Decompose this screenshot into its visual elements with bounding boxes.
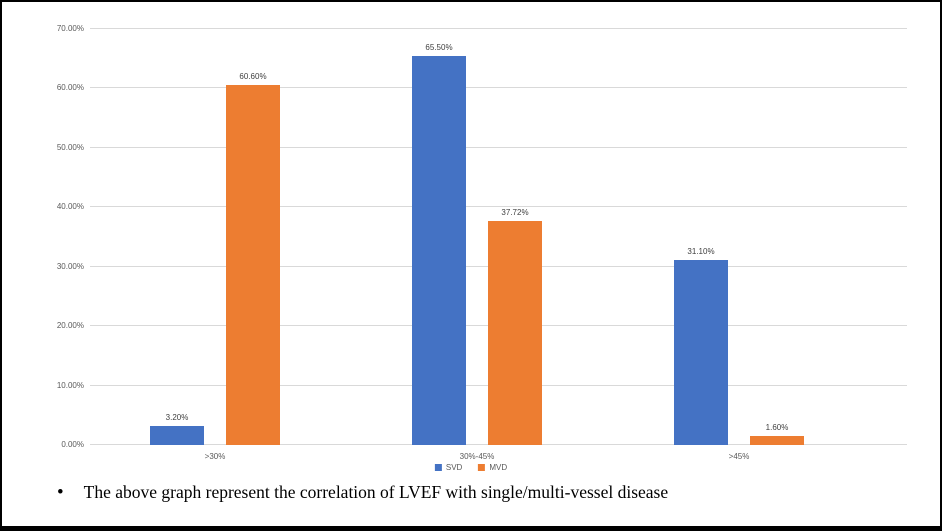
bar-data-label: 65.50% — [425, 42, 453, 52]
legend-label: SVD — [445, 463, 463, 472]
x-axis-tick-label: >30% — [204, 452, 226, 461]
y-axis-tick-label: 40.00% — [56, 202, 84, 212]
x-axis-tick-label: >45% — [728, 452, 750, 461]
figure-caption: • The above graph represent the correlat… — [57, 481, 668, 504]
bar-svd: 65.50% — [412, 43, 466, 445]
bullet-marker: • — [57, 482, 64, 503]
bar-chart: 3.20% 60.60% 65.50% 37.72% 31.10% 1.60% 0.00%… — [2, 2, 940, 480]
bar-data-label: 3.20% — [165, 412, 189, 422]
gridline — [90, 146, 907, 148]
gridline — [90, 28, 907, 29]
bar-svd: 31.10% — [674, 247, 728, 445]
y-axis-tick-label: 30.00% — [56, 261, 84, 271]
gridline — [90, 206, 907, 208]
x-axis-tick-label: 30%-45% — [459, 452, 495, 461]
y-axis-tick-label: 70.00% — [56, 24, 84, 33]
y-axis-tick-label: 60.00% — [56, 83, 84, 93]
bar-mvd: 1.60% — [750, 423, 804, 445]
legend-swatch-icon — [434, 464, 442, 471]
bar-data-label: 1.60% — [765, 422, 789, 432]
legend-item-svd: SVD — [434, 463, 463, 472]
bar-group: 31.10% 1.60% — [674, 247, 804, 445]
bar-mvd: 60.60% — [226, 72, 280, 445]
y-axis-tick-label: 10.00% — [56, 380, 84, 390]
bar-group: 65.50% 37.72% — [412, 43, 542, 445]
plot-area: 3.20% 60.60% 65.50% 37.72% 31.10% 1.60% — [90, 28, 907, 445]
bar-data-label: 37.72% — [501, 207, 529, 217]
bar-group: 3.20% 60.60% — [150, 72, 280, 445]
y-axis-tick-label: 0.00% — [61, 440, 84, 449]
bar-svd: 3.20% — [150, 413, 204, 445]
caption-text: The above graph represent the correlatio… — [83, 482, 669, 502]
gridline — [90, 87, 907, 89]
bar-data-label: 60.60% — [239, 71, 267, 81]
legend-label: MVD — [489, 463, 508, 472]
chart-legend: SVD MVD — [434, 463, 507, 472]
bar-mvd: 37.72% — [488, 208, 542, 445]
legend-item-mvd: MVD — [478, 463, 507, 472]
bar-data-label: 31.10% — [687, 247, 715, 257]
y-axis-tick-label: 20.00% — [56, 321, 84, 331]
y-axis-tick-label: 50.00% — [56, 142, 84, 152]
legend-swatch-icon — [478, 464, 486, 471]
